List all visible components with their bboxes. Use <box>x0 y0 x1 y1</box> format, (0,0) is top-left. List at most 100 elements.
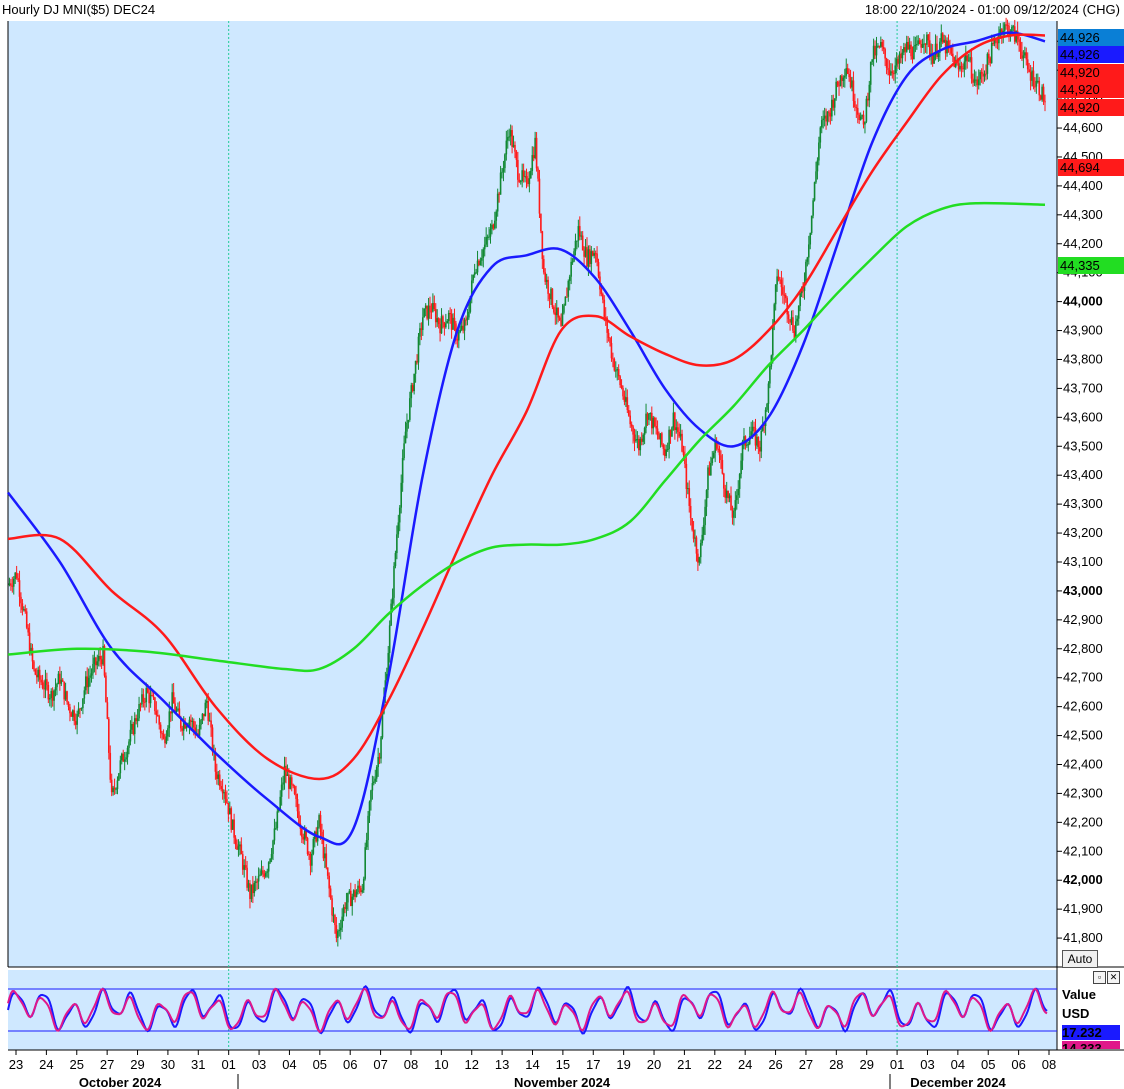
candle-body <box>911 56 914 60</box>
candle-body <box>59 673 61 684</box>
price-badge-label: 44,920 <box>1060 100 1100 115</box>
candle-body <box>339 927 342 931</box>
candle-body <box>936 43 938 57</box>
candle-body <box>535 137 538 169</box>
candle-body <box>1042 86 1045 102</box>
candle-body <box>205 700 208 703</box>
candle-body <box>555 307 558 316</box>
candle-body <box>406 422 408 432</box>
candle-body <box>305 830 307 839</box>
candle-body <box>972 78 974 83</box>
candle-body <box>233 819 235 838</box>
candle-body <box>427 305 430 319</box>
candle-body <box>164 738 166 744</box>
candle-body <box>110 779 113 793</box>
candle-body <box>563 305 565 313</box>
candle-body <box>105 675 107 703</box>
candle-body <box>897 58 899 64</box>
candle-body <box>505 140 508 155</box>
candle-body <box>627 410 630 416</box>
candle-body <box>638 439 640 451</box>
candle-body <box>87 677 90 688</box>
candle-body <box>253 882 256 894</box>
candle-body <box>800 290 803 294</box>
candle-body <box>89 675 91 678</box>
candle-body <box>241 854 244 870</box>
candle-body <box>698 557 701 563</box>
candle-body <box>133 718 136 735</box>
candle-body <box>996 42 999 44</box>
candle-body <box>234 837 237 845</box>
candle-body <box>884 49 886 59</box>
candle-body <box>252 884 254 894</box>
candle-body <box>394 553 397 567</box>
candle-body <box>33 661 35 670</box>
candle-body <box>878 45 881 47</box>
candle-body <box>20 596 22 604</box>
candle-body <box>14 572 17 579</box>
candle-body <box>325 853 328 868</box>
candle-body <box>99 655 101 660</box>
candle-body <box>862 114 865 125</box>
candle-body <box>335 925 338 938</box>
candle-body <box>178 708 181 717</box>
candle-body <box>272 840 274 854</box>
candle-body <box>544 272 547 282</box>
candle-body <box>74 721 77 725</box>
candle-body <box>115 789 117 791</box>
candle-body <box>542 259 545 273</box>
candle-body <box>632 426 634 435</box>
candle-body <box>218 774 221 787</box>
candle-body <box>106 702 109 719</box>
candle-body <box>881 42 884 47</box>
candle-body <box>21 603 24 610</box>
candle-body <box>970 57 973 79</box>
candle-body <box>265 872 267 877</box>
candle-body <box>349 890 352 906</box>
candle-body <box>239 844 241 847</box>
candle-body <box>295 794 297 800</box>
candle-body <box>459 329 462 333</box>
candle-body <box>999 29 1002 36</box>
candle-body <box>149 694 152 704</box>
candle-body <box>594 253 597 255</box>
candle-body <box>743 436 745 442</box>
candle-body <box>807 244 810 258</box>
candle-body <box>920 43 922 48</box>
close-icon[interactable]: ✕ <box>1107 971 1120 984</box>
candle-body <box>630 424 633 427</box>
candle-body <box>80 708 83 710</box>
candle-body <box>658 435 660 440</box>
candle-body <box>393 566 395 598</box>
price-axis <box>1057 21 1124 967</box>
candle-body <box>642 434 644 442</box>
candle-body <box>25 611 28 628</box>
y-tick-label: 43,700 <box>1063 380 1103 395</box>
candle-body <box>508 136 511 138</box>
x-tick-label: 03 <box>920 1057 934 1072</box>
candle-body <box>852 80 855 102</box>
candle-body <box>439 324 441 334</box>
candle-body <box>472 275 475 281</box>
candle-body <box>270 853 273 859</box>
auto-scale-button[interactable]: Auto <box>1062 950 1098 968</box>
candle-body <box>707 467 709 491</box>
candle-body <box>761 424 764 431</box>
candle-body <box>875 46 878 56</box>
candle-body <box>411 385 414 392</box>
restore-icon[interactable]: ▫ <box>1093 971 1106 984</box>
candle-body <box>126 747 129 758</box>
candle-body <box>661 433 663 445</box>
candle-body <box>48 698 51 700</box>
candle-body <box>759 447 761 452</box>
candle-body <box>532 155 535 159</box>
candle-body <box>796 318 799 322</box>
x-tick-label: 14 <box>525 1057 539 1072</box>
candle-body <box>1018 39 1020 42</box>
candle-body <box>805 261 807 283</box>
candle-body <box>701 534 704 544</box>
candle-body <box>329 888 332 899</box>
candle-body <box>254 881 257 883</box>
candle-body <box>581 235 584 251</box>
